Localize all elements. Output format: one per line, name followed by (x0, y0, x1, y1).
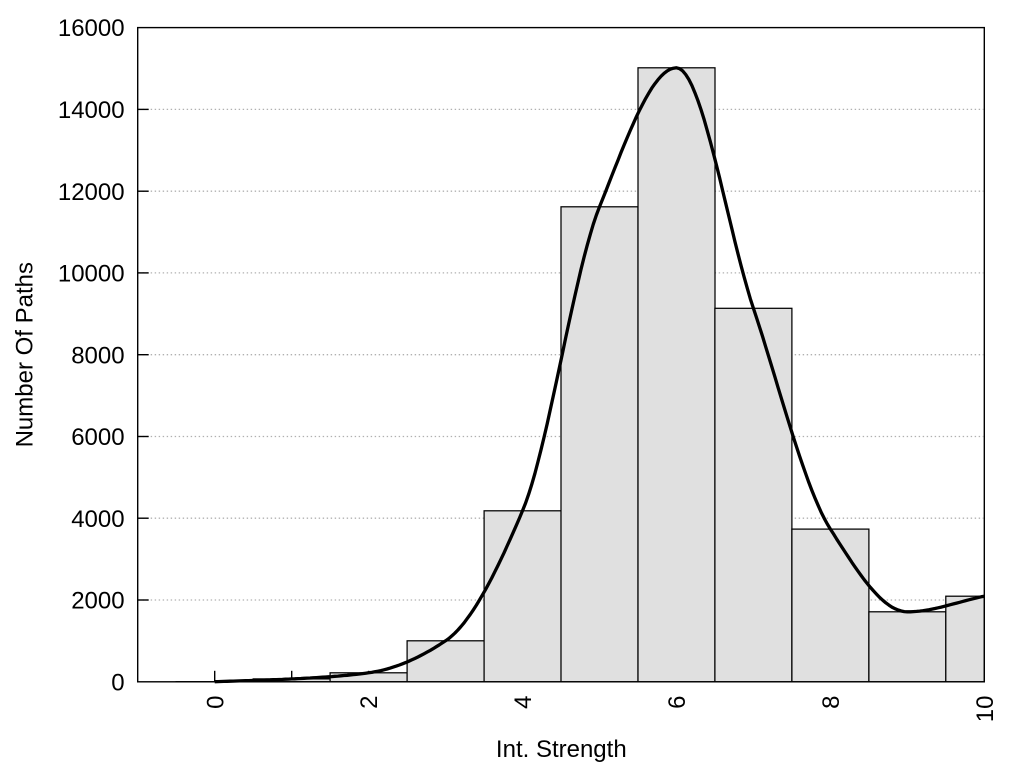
svg-text:4000: 4000 (71, 506, 124, 533)
svg-text:0: 0 (202, 696, 229, 709)
svg-text:4: 4 (510, 696, 537, 709)
svg-text:12000: 12000 (58, 179, 125, 206)
svg-text:6: 6 (664, 696, 691, 709)
svg-text:6000: 6000 (71, 424, 124, 451)
svg-text:10: 10 (972, 696, 999, 723)
svg-text:10000: 10000 (58, 261, 125, 288)
svg-text:16000: 16000 (58, 15, 125, 42)
svg-text:2000: 2000 (71, 588, 124, 615)
svg-text:8000: 8000 (71, 342, 124, 369)
svg-text:Number Of Paths: Number Of Paths (12, 262, 39, 447)
svg-text:14000: 14000 (58, 97, 125, 124)
svg-text:Int. Strength: Int. Strength (496, 736, 627, 763)
svg-text:2: 2 (356, 696, 383, 709)
svg-text:0: 0 (111, 669, 124, 696)
svg-text:8: 8 (818, 696, 845, 709)
